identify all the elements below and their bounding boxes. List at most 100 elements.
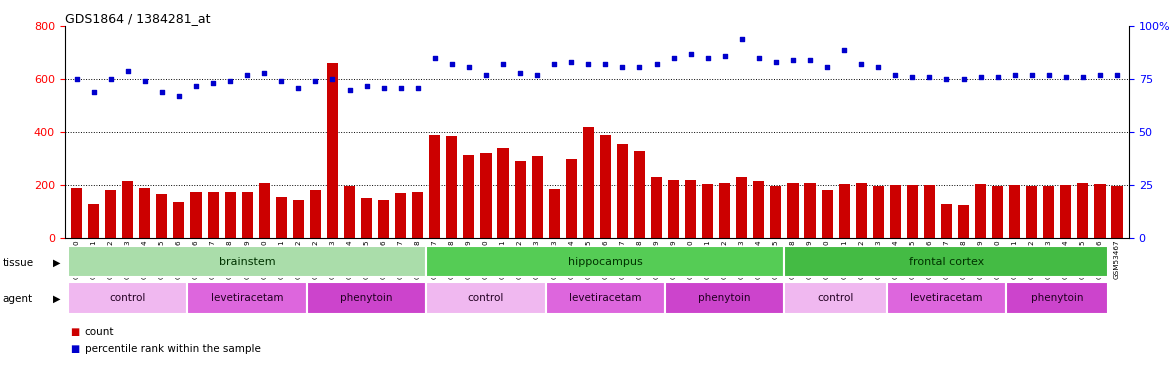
Text: count: count	[85, 327, 114, 337]
Point	[596, 62, 615, 68]
Bar	[975, 184, 987, 238]
Bar	[343, 186, 355, 238]
Point	[1108, 72, 1127, 78]
Point	[494, 62, 513, 68]
Bar	[993, 186, 1003, 238]
Bar	[497, 148, 508, 238]
Point	[238, 72, 256, 78]
Bar	[463, 155, 474, 238]
Bar	[309, 190, 321, 238]
Bar	[532, 156, 542, 238]
Bar	[887, 282, 1007, 314]
Bar	[88, 204, 99, 238]
Bar	[173, 202, 185, 238]
Bar	[395, 193, 406, 238]
Text: ■: ■	[71, 344, 80, 354]
Point	[85, 89, 103, 95]
Text: frontal cortex: frontal cortex	[909, 256, 984, 267]
Bar	[225, 192, 235, 238]
Point	[749, 55, 768, 61]
Point	[1090, 72, 1109, 78]
Point	[1040, 72, 1058, 78]
Bar	[105, 190, 116, 238]
Point	[476, 72, 495, 78]
Bar	[139, 188, 151, 238]
Bar	[924, 185, 935, 238]
Point	[187, 82, 206, 88]
Bar	[327, 63, 338, 238]
Bar	[617, 144, 628, 238]
Point	[67, 76, 86, 82]
Bar	[549, 189, 560, 238]
Bar	[293, 200, 303, 238]
Point	[392, 85, 410, 91]
Bar	[68, 246, 426, 277]
Bar	[804, 183, 816, 238]
Point	[1074, 74, 1093, 80]
Point	[783, 57, 802, 63]
Bar	[941, 204, 953, 238]
Bar	[784, 282, 887, 314]
Bar	[241, 192, 253, 238]
Bar	[207, 192, 219, 238]
Point	[510, 70, 529, 76]
Bar	[873, 186, 884, 238]
Bar	[361, 198, 372, 238]
Point	[733, 36, 751, 42]
Bar	[156, 194, 167, 238]
Text: GDS1864 / 1384281_at: GDS1864 / 1384281_at	[65, 12, 211, 25]
Text: phenytoin: phenytoin	[699, 293, 751, 303]
Bar	[702, 184, 713, 238]
Point	[119, 68, 138, 74]
Point	[221, 78, 240, 84]
Bar	[1007, 282, 1109, 314]
Text: brainstem: brainstem	[219, 256, 275, 267]
Point	[544, 62, 563, 68]
Bar	[856, 183, 867, 238]
Bar	[1061, 185, 1071, 238]
Bar	[890, 185, 901, 238]
Point	[579, 62, 597, 68]
Point	[630, 63, 649, 69]
Bar	[770, 186, 781, 238]
Bar	[566, 159, 576, 238]
Point	[851, 62, 870, 68]
Text: hippocampus: hippocampus	[568, 256, 643, 267]
Bar	[784, 246, 1109, 277]
Text: tissue: tissue	[2, 258, 33, 267]
Point	[528, 72, 547, 78]
Point	[408, 85, 427, 91]
Point	[442, 62, 461, 68]
Text: levetiracetam: levetiracetam	[910, 293, 983, 303]
Point	[988, 74, 1007, 80]
Bar	[668, 180, 679, 238]
Point	[323, 76, 342, 82]
Bar	[958, 205, 969, 238]
Bar	[907, 185, 918, 238]
Bar	[1009, 185, 1021, 238]
Bar	[426, 282, 546, 314]
Point	[374, 85, 393, 91]
Point	[1005, 72, 1024, 78]
Text: agent: agent	[2, 294, 33, 304]
Point	[272, 78, 290, 84]
Bar	[720, 183, 730, 238]
Text: phenytoin: phenytoin	[1031, 293, 1083, 303]
Bar	[788, 183, 799, 238]
Point	[835, 46, 854, 53]
Text: percentile rank within the sample: percentile rank within the sample	[85, 344, 261, 354]
Point	[613, 63, 632, 69]
Bar	[1027, 186, 1037, 238]
Bar	[822, 190, 833, 238]
Bar	[481, 153, 492, 238]
Point	[460, 63, 479, 69]
Point	[647, 62, 666, 68]
Bar	[838, 184, 850, 238]
Text: control: control	[109, 293, 146, 303]
Bar	[686, 180, 696, 238]
Bar	[1111, 186, 1123, 238]
Point	[903, 74, 922, 80]
Point	[869, 63, 888, 69]
Bar	[515, 161, 526, 238]
Point	[681, 51, 700, 57]
